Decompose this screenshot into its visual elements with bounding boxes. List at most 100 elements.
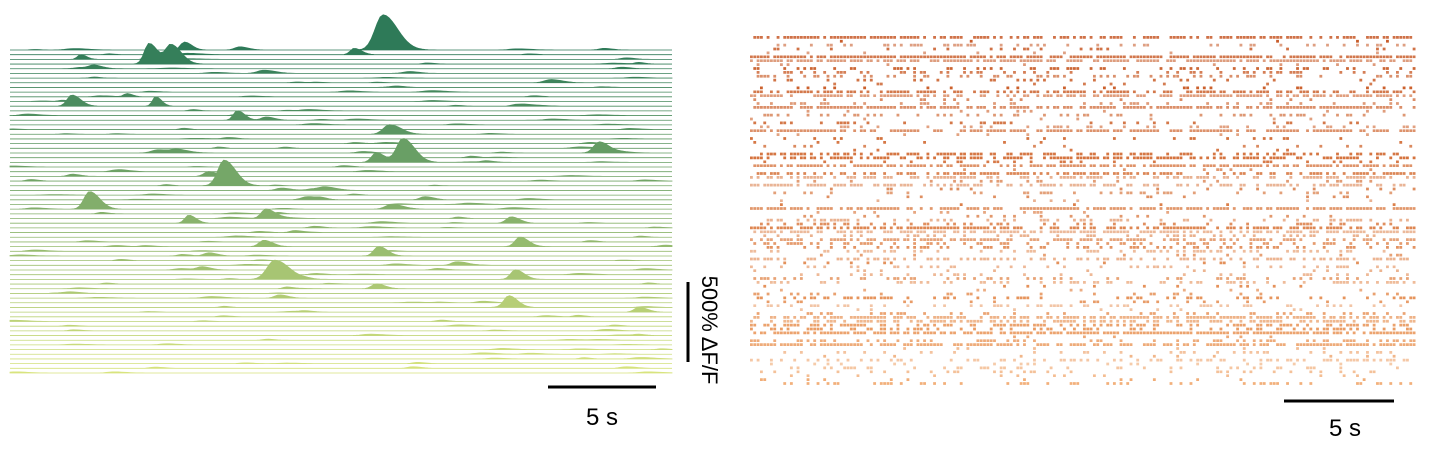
raster-row — [756, 74, 1413, 78]
ridge-trace — [10, 171, 672, 177]
raster-row — [753, 121, 1359, 125]
ridge-trace — [10, 90, 672, 93]
ridge-trace — [10, 155, 672, 159]
raster-row — [753, 304, 1403, 308]
ridge-trace — [10, 283, 672, 290]
raster-row — [750, 55, 1416, 59]
ridge-trace — [10, 314, 672, 318]
ridge-trace — [10, 352, 672, 355]
raster-row — [753, 141, 1403, 144]
ridge-trace — [10, 123, 672, 126]
ridge-trace — [10, 196, 672, 201]
ridge-trace — [10, 230, 672, 233]
raster-row — [750, 207, 1416, 210]
raster-row — [750, 156, 1416, 160]
ridge-plot — [9, 14, 673, 374]
ridge-trace — [10, 240, 672, 243]
ridge-trace — [10, 282, 673, 285]
raster-row — [819, 253, 1403, 257]
raster-row — [816, 211, 1170, 214]
raster-row — [799, 308, 1303, 311]
ridge-trace — [10, 294, 673, 299]
ridge-trace — [10, 169, 672, 173]
raster-row — [776, 43, 1406, 47]
ridge-trace — [10, 361, 672, 365]
raster-row — [833, 82, 1373, 86]
ridge-trace — [9, 246, 672, 257]
raster-row — [1013, 335, 1273, 339]
raster-row — [750, 265, 1396, 269]
raster-row — [853, 148, 1289, 152]
raster-row — [783, 261, 1359, 265]
raster-row — [763, 144, 1413, 148]
raster-row — [756, 172, 1416, 175]
raster-row — [773, 47, 1416, 51]
ridge-trace — [9, 113, 672, 116]
raster-row — [829, 187, 1416, 191]
ridge-trace — [10, 295, 673, 308]
ridge-trace — [10, 146, 672, 149]
ridge-trace — [10, 272, 672, 276]
raster-row — [783, 351, 1393, 354]
raster-row — [763, 160, 1399, 164]
right-time-scalebar-label: 5 s — [1329, 415, 1361, 442]
raster-row — [759, 152, 1399, 156]
ridge-trace — [10, 141, 672, 154]
raster-row — [759, 370, 1376, 374]
raster-row — [753, 36, 1413, 39]
raster-row — [789, 374, 1359, 378]
ridge-trace — [10, 79, 672, 84]
raster-row — [963, 168, 1373, 171]
raster-row — [903, 347, 1326, 350]
raster-row — [756, 71, 1413, 74]
ridge-trace — [10, 193, 672, 196]
raster-row — [789, 366, 1399, 370]
ridge-trace — [10, 343, 672, 346]
ridge-trace — [10, 48, 672, 56]
left-time-scalebar-label: 5 s — [586, 404, 618, 431]
ridge-trace — [10, 64, 672, 70]
raster-row — [759, 86, 1413, 90]
raster-row — [750, 129, 1416, 133]
ridge-trace — [10, 138, 672, 163]
raster-row — [766, 300, 1409, 304]
ridge-trace — [10, 159, 672, 187]
raster-row — [799, 273, 1409, 276]
raster-row — [753, 67, 1416, 70]
raster-row — [779, 199, 1373, 203]
ridge-trace — [9, 165, 672, 168]
ridge-trace — [10, 211, 672, 215]
raster-row — [753, 269, 1399, 273]
ridge-trace — [10, 76, 673, 79]
ridge-trace — [10, 291, 672, 294]
raster-row — [753, 292, 1399, 296]
ridge-trace — [10, 186, 672, 191]
ridge-trace — [10, 366, 672, 369]
raster-row — [750, 176, 1416, 179]
ridge-trace — [10, 324, 672, 327]
raster-row — [773, 78, 1376, 82]
raster-row — [750, 137, 1343, 140]
raster-row — [750, 343, 1416, 346]
ridge-trace — [10, 348, 673, 350]
raster-plot — [750, 36, 1416, 385]
raster-row — [753, 90, 1416, 94]
ridge-trace — [9, 127, 672, 130]
raster-row — [823, 354, 1396, 358]
raster-row — [796, 179, 1373, 183]
ridge-trace — [10, 54, 672, 60]
raster-row — [763, 113, 1406, 117]
ridge-trace — [10, 110, 672, 121]
raster-row — [750, 319, 1416, 323]
raster-row — [753, 242, 1409, 245]
ridge-trace — [10, 259, 672, 280]
raster-row — [753, 331, 1416, 335]
raster-row — [763, 284, 1303, 288]
ridge-trace — [10, 124, 672, 135]
ridge-trace — [10, 225, 673, 229]
raster-row — [756, 102, 1399, 105]
ridge-trace — [10, 306, 673, 313]
ridge-trace — [10, 42, 672, 65]
ridge-trace — [10, 300, 672, 304]
raster-row — [766, 218, 1409, 222]
